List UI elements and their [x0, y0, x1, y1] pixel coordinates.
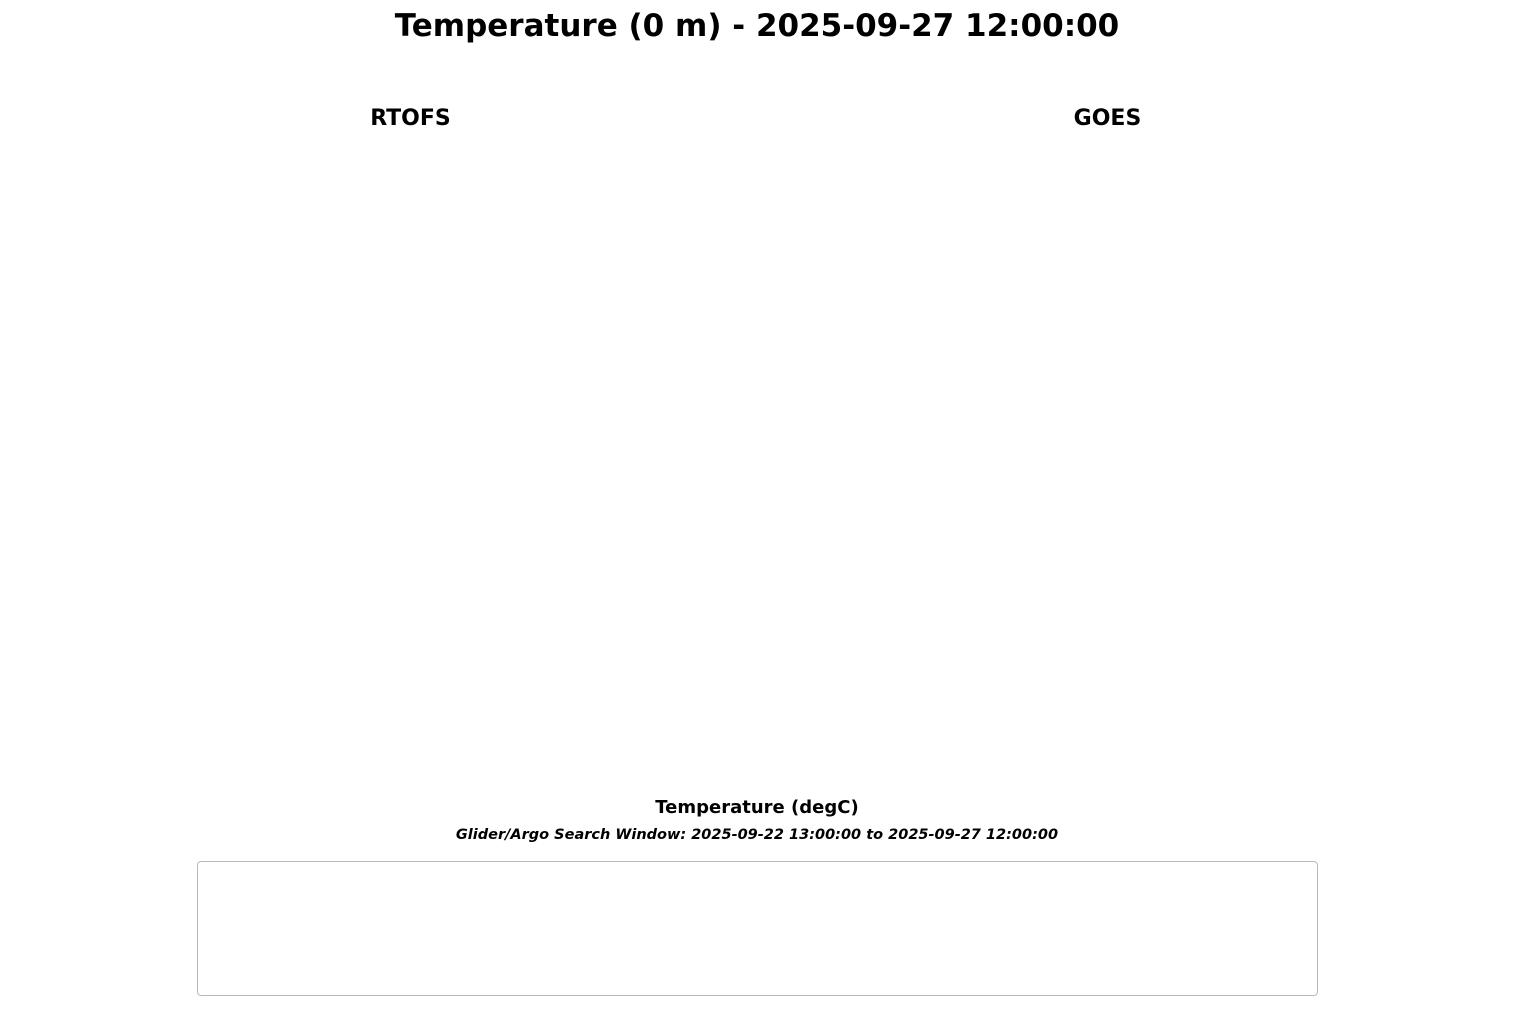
figure-title: Temperature (0 m) - 2025-09-27 12:00:00 — [394, 8, 1120, 44]
search-window-subtitle: Glider/Argo Search Window: 2025-09-22 13… — [455, 827, 1059, 843]
map-panel-rtofs — [70, 126, 751, 706]
colorbar-label: Temperature (degC) — [655, 797, 859, 818]
colorbar — [120, 746, 1400, 798]
panel-title-rtofs: RTOFS — [370, 106, 451, 131]
map-panel-goes — [767, 126, 1448, 706]
panel-title-goes: GOES — [1073, 106, 1142, 131]
legend — [197, 861, 1318, 996]
